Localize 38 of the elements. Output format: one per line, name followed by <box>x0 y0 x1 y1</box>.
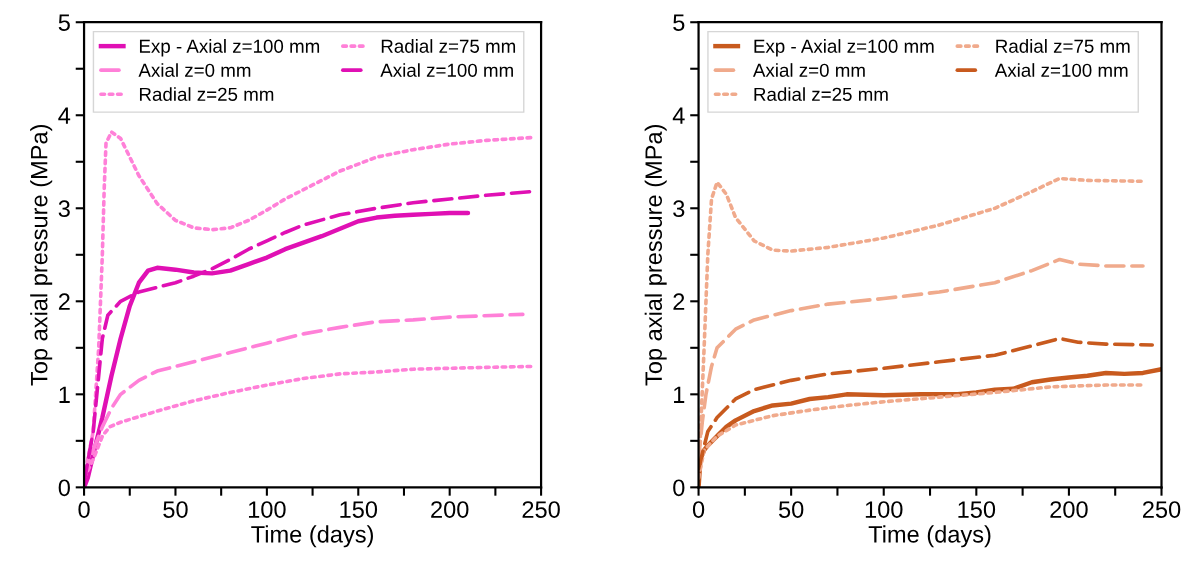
x-tick-label: 150 <box>958 501 996 518</box>
legend-label: Radial z=75 mm <box>381 39 516 53</box>
y-tick-label: 1 <box>59 386 70 403</box>
legend-label: Radial z=75 mm <box>996 39 1130 53</box>
y-tick-label: 3 <box>58 200 70 218</box>
x-tick-label: 50 <box>163 501 188 518</box>
legend-label: Axial z=0 mm <box>138 63 251 77</box>
x-axis-title: Time (days) <box>251 525 373 548</box>
y-tick-label: 3 <box>673 200 685 218</box>
y-tick-label: 2 <box>673 293 685 310</box>
y-tick-label: 0 <box>58 479 70 497</box>
x-tick-label: 0 <box>78 501 90 518</box>
y-tick-label: 5 <box>673 14 685 32</box>
y-axis-title: Top axial pressure (MPa) <box>644 125 667 386</box>
y-tick-label: 4 <box>672 107 685 124</box>
x-tick-label: 200 <box>1050 501 1088 518</box>
y-tick-label: 4 <box>58 107 71 124</box>
legend-label: Axial z=0 mm <box>752 63 865 77</box>
legend-label: Radial z=25 mm <box>754 87 888 101</box>
x-tick-label: 0 <box>692 501 705 518</box>
x-tick-label: 50 <box>778 501 804 518</box>
legend-label: Exp - Axial z=100 mm <box>139 39 320 57</box>
y-tick-label: 0 <box>673 479 685 497</box>
y-tick-label: 1 <box>674 386 685 403</box>
y-axis-title: Top axial pressure (MPa) <box>30 125 53 386</box>
x-tick-label: 250 <box>1143 501 1181 518</box>
x-tick-label: 150 <box>340 501 378 518</box>
x-tick-label: 250 <box>522 501 560 518</box>
x-axis-title: Time (days) <box>868 525 991 548</box>
legend-label: Radial z=25 mm <box>139 87 274 101</box>
x-tick-label: 100 <box>248 501 286 518</box>
x-tick-label: 100 <box>865 501 903 518</box>
legend-label: Axial z=100 mm <box>380 63 513 77</box>
x-tick-label: 200 <box>431 501 469 518</box>
y-tick-label: 5 <box>58 14 70 32</box>
legend-label: Exp - Axial z=100 mm <box>754 39 934 57</box>
y-tick-label: 2 <box>58 293 70 310</box>
legend-label: Axial z=100 mm <box>994 63 1128 77</box>
